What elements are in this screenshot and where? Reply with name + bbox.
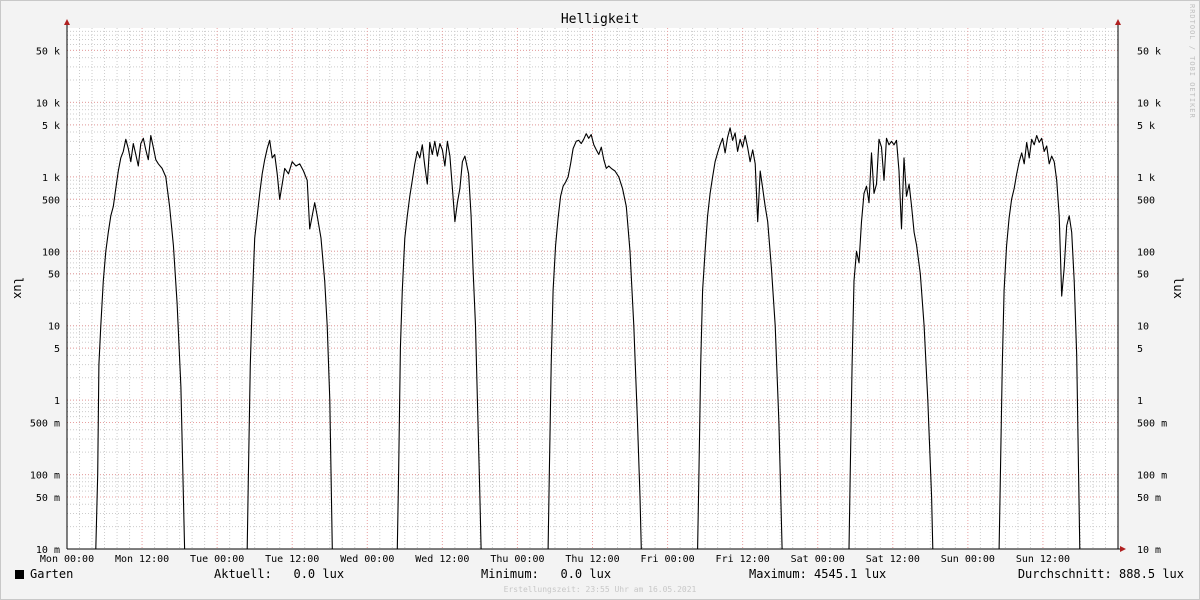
- y-tick-label-left: 500 m: [30, 419, 60, 430]
- y-tick-label-right: 50 k: [1137, 46, 1161, 57]
- y-axis-arrow-left: [64, 19, 70, 25]
- y-tick-label-left: 100 m: [30, 471, 60, 482]
- x-tick-label: Sat 00:00: [791, 554, 845, 565]
- y-tick-label-right: 50: [1137, 270, 1149, 281]
- watermark: RRDTOOL / TOBI OETIKER: [1188, 4, 1196, 119]
- legend-series-label: Garten: [30, 567, 74, 581]
- y-tick-label-left: 5 k: [42, 121, 60, 132]
- y-tick-labels-left: 50 k 10 k 5 k 1 k 500 100 50 10 5 1 500 m 100 m 50 m…: [30, 46, 60, 556]
- series-group: [67, 127, 1118, 550]
- x-tick-label: Wed 12:00: [415, 554, 469, 565]
- y-tick-label-right: 5: [1137, 344, 1143, 355]
- y-tick-label-right: 10 m: [1137, 545, 1161, 556]
- x-tick-label: Thu 12:00: [565, 554, 619, 565]
- y-tick-labels-right: 50 k 10 k 5 k 1 k 500 100 50 10 5 1 500 m 100 m 50 m…: [1137, 46, 1167, 556]
- x-tick-label: Mon 12:00: [115, 554, 169, 565]
- y-tick-label-left: 500: [42, 195, 60, 206]
- legend-average: Durchschnitt: 888.5 lux: [1017, 567, 1184, 581]
- y-tick-label-right: 10 k: [1137, 98, 1161, 109]
- y-tick-label-right: 500 m: [1137, 419, 1167, 430]
- y-tick-label-right: 1: [1137, 396, 1143, 407]
- y-tick-label-left: 50: [48, 270, 60, 281]
- footer-note: Erstellungszeit: 23:55 Uhr am 16.05.2021: [503, 585, 697, 594]
- y-tick-label-left: 50 m: [36, 493, 60, 504]
- x-tick-label: Sat 12:00: [866, 554, 920, 565]
- y-tick-label-right: 50 m: [1137, 493, 1161, 504]
- y-tick-label-left: 50 k: [36, 46, 60, 57]
- y-tick-label-right: 10: [1137, 322, 1149, 333]
- legend-minimum: Minimum: 0.0 lux: [481, 567, 612, 581]
- y-tick-label-left: 1 k: [42, 173, 60, 184]
- y-tick-label-left: 10 m: [36, 545, 60, 556]
- y-axis-label-left: lux: [11, 277, 25, 299]
- x-tick-labels: Mon 00:00 Mon 12:00 Tue 00:00 Tue 12:00 Wed …: [40, 554, 1070, 565]
- legend-swatch: [15, 570, 24, 579]
- y-axis-label-right: lux: [1171, 277, 1185, 299]
- y-tick-label-left: 100: [42, 247, 60, 258]
- y-tick-label-right: 5 k: [1137, 121, 1155, 132]
- y-tick-label-right: 100: [1137, 247, 1155, 258]
- series-line-garten: [67, 127, 1118, 550]
- plot-area: [67, 28, 1118, 549]
- x-tick-label: Mon 00:00: [40, 554, 94, 565]
- chart-title: Helligkeit: [561, 12, 639, 27]
- x-tick-label: Fri 12:00: [716, 554, 770, 565]
- y-tick-label-left: 1: [54, 396, 60, 407]
- legend-current: Aktuell: 0.0 lux: [214, 567, 345, 581]
- x-axis-arrow: [1120, 546, 1126, 552]
- y-axis-arrow-right: [1115, 19, 1121, 25]
- y-tick-label-left: 10 k: [36, 98, 60, 109]
- y-tick-label-left: 5: [54, 344, 60, 355]
- x-tick-label: Thu 00:00: [490, 554, 544, 565]
- y-tick-label-right: 1 k: [1137, 173, 1155, 184]
- y-tick-label-right: 500: [1137, 195, 1155, 206]
- x-tick-label: Fri 00:00: [640, 554, 694, 565]
- y-tick-label-right: 100 m: [1137, 471, 1167, 482]
- x-tick-label: Wed 00:00: [340, 554, 394, 565]
- x-tick-label: Tue 12:00: [265, 554, 319, 565]
- x-tick-label: Sun 12:00: [1016, 554, 1070, 565]
- x-tick-label: Sun 00:00: [941, 554, 995, 565]
- y-tick-label-left: 10: [48, 322, 60, 333]
- legend-maximum: Maximum: 4545.1 lux: [749, 567, 887, 581]
- x-tick-label: Tue 00:00: [190, 554, 244, 565]
